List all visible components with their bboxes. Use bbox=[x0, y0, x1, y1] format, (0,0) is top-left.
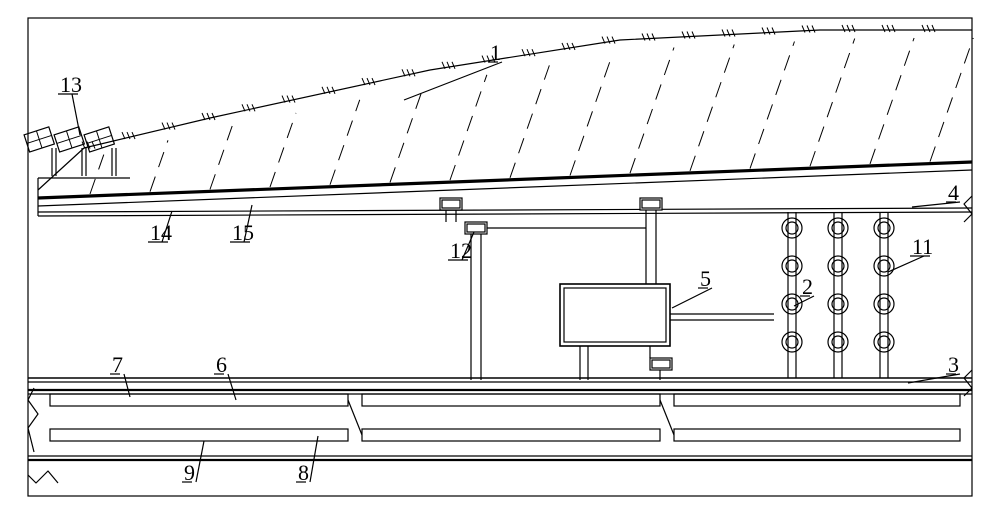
junction-boxes-top bbox=[440, 198, 662, 210]
label-11: 11 bbox=[912, 234, 933, 259]
ring-array bbox=[782, 212, 894, 378]
label-13: 13 bbox=[60, 72, 82, 97]
label-3: 3 bbox=[948, 352, 959, 377]
label-12: 12 bbox=[450, 238, 472, 263]
label-4: 4 bbox=[948, 180, 959, 205]
unit-5 bbox=[560, 284, 774, 380]
outer-frame bbox=[28, 18, 972, 496]
labels: 1234567891112131415 bbox=[58, 40, 960, 485]
label-9: 9 bbox=[184, 460, 195, 485]
label-8: 8 bbox=[298, 460, 309, 485]
label-15: 15 bbox=[232, 220, 254, 245]
label-6: 6 bbox=[216, 352, 227, 377]
lower-channels bbox=[28, 388, 972, 483]
box-12 bbox=[465, 222, 487, 234]
label-2: 2 bbox=[802, 274, 813, 299]
label-14: 14 bbox=[150, 220, 172, 245]
label-5: 5 bbox=[700, 266, 711, 291]
label-1: 1 bbox=[490, 40, 501, 65]
diagram: 1234567891112131415 bbox=[24, 18, 973, 496]
line-3 bbox=[28, 370, 972, 396]
slope-region bbox=[38, 25, 973, 222]
label-7: 7 bbox=[112, 352, 123, 377]
